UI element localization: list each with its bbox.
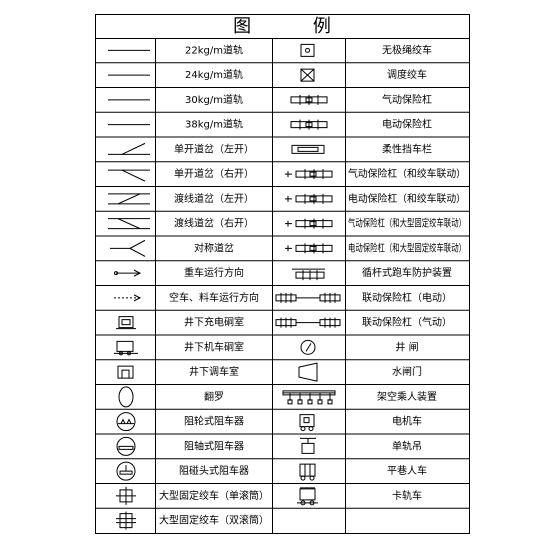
right-label: 气动保险杠 (382, 93, 432, 106)
symbol (121, 142, 146, 155)
left-label: 大型固定绞车（双滚筒） (159, 514, 269, 527)
right-label: 调度绞车 (387, 68, 427, 81)
symbol (116, 436, 136, 456)
left-label: 22kg/m道轨 (185, 43, 243, 56)
left-label: 重车运行方向 (184, 266, 244, 279)
left-label: 渡线道岔（左开） (174, 192, 254, 205)
symbol (317, 399, 323, 405)
symbol (291, 144, 325, 154)
symbol (121, 319, 131, 326)
symbol (118, 316, 134, 329)
symbol (133, 294, 142, 302)
left-label: 空车、料车运行方向 (169, 291, 259, 304)
symbol (305, 97, 313, 103)
symbol (127, 351, 131, 356)
symbol (299, 414, 315, 428)
symbol (300, 339, 316, 355)
left-label: 井下充电硐室 (184, 316, 244, 329)
symbol (299, 463, 316, 477)
symbol (116, 412, 136, 432)
right-label: 联动保险杠（电动） (362, 291, 452, 304)
symbol (287, 399, 293, 405)
symbol (117, 218, 141, 230)
left-label: 阻轴式阻车器 (184, 439, 244, 452)
right-label: 电动保险杠（和大型固定绞车联动） (348, 241, 466, 254)
right-label: 井 闸 (395, 340, 418, 353)
symbol (120, 418, 132, 424)
left-label: 翻罗 (204, 391, 224, 403)
right-label: 电动保险杠（和绞车联动） (348, 192, 466, 205)
right-label: 柔性挡车栏 (382, 142, 432, 155)
symbol (305, 47, 310, 53)
symbol (297, 399, 303, 405)
left-label: 24kg/m道轨 (185, 68, 243, 81)
left-label: 对称道岔 (194, 241, 234, 254)
symbol (297, 146, 319, 152)
right-label: 平巷人车 (387, 464, 427, 477)
symbol (308, 426, 314, 432)
symbol (309, 221, 317, 227)
left-label: 渡线道岔（右开） (174, 217, 254, 230)
right-label: 循杆式跑车防护装置 (362, 266, 452, 279)
left-label: 阻轮式阻车器 (184, 415, 244, 428)
symbol (327, 399, 333, 405)
symbol (303, 417, 310, 424)
right-label: 电动保险杠 (382, 118, 432, 131)
symbol (300, 68, 315, 82)
symbol (309, 245, 317, 251)
symbol (305, 122, 313, 128)
symbol (300, 426, 306, 432)
right-label: 卡轨车 (392, 489, 422, 502)
right-label: 气动保险杠（和大型固定绞车联动） (348, 217, 466, 230)
symbol (309, 475, 315, 481)
symbol (298, 362, 318, 382)
right-label: 电机车 (392, 415, 422, 428)
symbol (300, 475, 306, 481)
symbol (129, 239, 146, 249)
symbol (119, 351, 123, 356)
left-label: 30kg/m道轨 (185, 93, 243, 106)
symbol (119, 470, 133, 475)
symbol (121, 169, 146, 182)
left-label: 单开道岔（右开） (174, 167, 254, 180)
symbol (116, 340, 134, 352)
right-label: 气动保险杠（和绞车联动） (348, 167, 466, 180)
right-label: 无极绳绞车 (382, 43, 432, 56)
legend-title: 图 例 (233, 16, 359, 37)
left-label: 大型固定绞车（单滚筒） (159, 489, 269, 502)
right-label: 架空乘人装置 (377, 390, 437, 403)
symbol (129, 247, 146, 257)
right-label: 单轨吊 (392, 439, 422, 452)
symbol (305, 343, 312, 352)
left-label: 阻碰头式阻车器 (179, 464, 249, 477)
symbol (300, 43, 315, 57)
symbol (118, 445, 134, 450)
symbol (282, 390, 336, 396)
symbol (117, 193, 141, 205)
symbol (117, 365, 134, 379)
symbol (299, 488, 316, 501)
table-border (95, 14, 470, 534)
symbol (309, 196, 317, 202)
symbol (307, 399, 313, 405)
right-label: 联动保险杠（气动） (362, 316, 452, 329)
symbol (301, 442, 315, 454)
right-label: 水闸门 (392, 365, 422, 378)
symbol (300, 68, 315, 82)
left-label: 单开道岔（左开） (174, 142, 254, 155)
left-label: 井下调车室 (189, 365, 239, 378)
symbol (121, 369, 130, 379)
symbol (116, 461, 136, 481)
symbol (309, 171, 317, 177)
symbol (118, 386, 134, 408)
left-label: 38kg/m道轨 (185, 118, 243, 131)
left-label: 井下机车硐室 (184, 340, 244, 353)
symbol (133, 269, 142, 277)
